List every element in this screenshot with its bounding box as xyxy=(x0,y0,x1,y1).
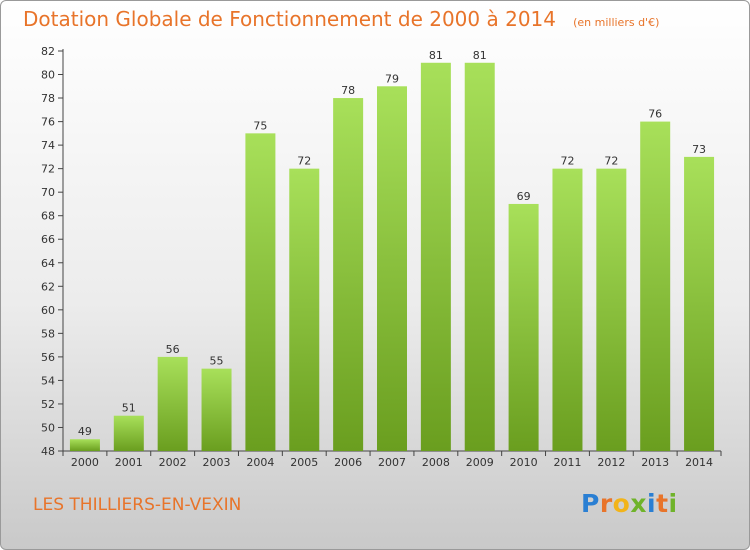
x-tick-label: 2014 xyxy=(685,456,713,469)
y-tick-label: 60 xyxy=(41,304,55,317)
bar-value-label: 72 xyxy=(604,155,618,168)
title-row: Dotation Globale de Fonctionnement de 20… xyxy=(23,7,659,31)
bar-value-label: 49 xyxy=(78,425,92,438)
bar-value-label: 78 xyxy=(341,84,355,97)
bar-value-label: 69 xyxy=(517,190,531,203)
bar xyxy=(113,415,144,451)
bar xyxy=(289,168,320,451)
bar xyxy=(377,86,407,451)
bar-value-label: 51 xyxy=(122,402,136,415)
logo-letter: t xyxy=(656,489,669,518)
bar-value-label: 72 xyxy=(560,155,574,168)
x-tick-label: 2013 xyxy=(641,456,669,469)
y-tick-label: 74 xyxy=(41,139,55,152)
y-tick-label: 54 xyxy=(41,374,55,387)
bar xyxy=(69,439,100,451)
x-tick-label: 2002 xyxy=(159,456,187,469)
y-tick-label: 52 xyxy=(41,398,55,411)
x-tick-label: 2012 xyxy=(597,456,625,469)
x-tick-label: 2009 xyxy=(466,456,494,469)
bar xyxy=(333,98,364,451)
logo-letter: P xyxy=(581,489,600,518)
chart-title: Dotation Globale de Fonctionnement de 20… xyxy=(23,7,556,31)
y-tick-label: 70 xyxy=(41,186,55,199)
bar-value-label: 76 xyxy=(648,108,662,121)
bar-value-label: 79 xyxy=(385,72,399,85)
logo-letter: x xyxy=(630,489,647,518)
x-tick-label: 2007 xyxy=(378,456,406,469)
bar-value-label: 75 xyxy=(253,119,267,132)
bar xyxy=(596,168,627,451)
x-tick-label: 2010 xyxy=(510,456,538,469)
bar xyxy=(508,203,539,451)
bar-value-label: 55 xyxy=(210,355,224,368)
bar xyxy=(157,356,188,451)
y-tick-label: 68 xyxy=(41,210,55,223)
x-tick-label: 2003 xyxy=(203,456,231,469)
bar xyxy=(420,62,451,451)
y-tick-label: 72 xyxy=(41,163,55,176)
logo-letter: o xyxy=(612,489,631,518)
x-tick-label: 2004 xyxy=(246,456,274,469)
x-tick-label: 2011 xyxy=(553,456,581,469)
x-tick-label: 2006 xyxy=(334,456,362,469)
bar-value-label: 81 xyxy=(473,49,487,62)
bar-value-label: 72 xyxy=(297,155,311,168)
x-tick-label: 2001 xyxy=(115,456,143,469)
proxiti-logo[interactable]: Proxiti xyxy=(581,489,678,518)
bar xyxy=(245,133,276,451)
logo-letter: r xyxy=(599,489,613,518)
y-tick-label: 64 xyxy=(41,257,55,270)
y-tick-label: 58 xyxy=(41,327,55,340)
logo-letter: i xyxy=(647,489,657,518)
bar xyxy=(201,368,232,451)
x-tick-label: 2000 xyxy=(71,456,99,469)
bar xyxy=(552,168,583,451)
bar xyxy=(464,62,495,451)
x-tick-label: 2005 xyxy=(290,456,318,469)
bar-value-label: 73 xyxy=(692,143,706,156)
x-tick-label: 2008 xyxy=(422,456,450,469)
bar xyxy=(640,121,671,452)
y-tick-label: 82 xyxy=(41,45,55,58)
bar-value-label: 56 xyxy=(166,343,180,356)
chart-subtitle: (en milliers d'€) xyxy=(573,16,660,29)
y-tick-label: 62 xyxy=(41,280,55,293)
y-tick-label: 66 xyxy=(41,233,55,246)
logo-letter: i xyxy=(668,489,678,518)
commune-name: LES THILLIERS-EN-VEXIN xyxy=(33,495,242,515)
bar xyxy=(684,156,715,451)
y-tick-label: 50 xyxy=(41,421,55,434)
y-tick-label: 76 xyxy=(41,116,55,129)
y-tick-label: 78 xyxy=(41,92,55,105)
y-tick-label: 80 xyxy=(41,69,55,82)
y-tick-label: 48 xyxy=(41,445,55,458)
y-tick-label: 56 xyxy=(41,351,55,364)
bar-value-label: 81 xyxy=(429,49,443,62)
